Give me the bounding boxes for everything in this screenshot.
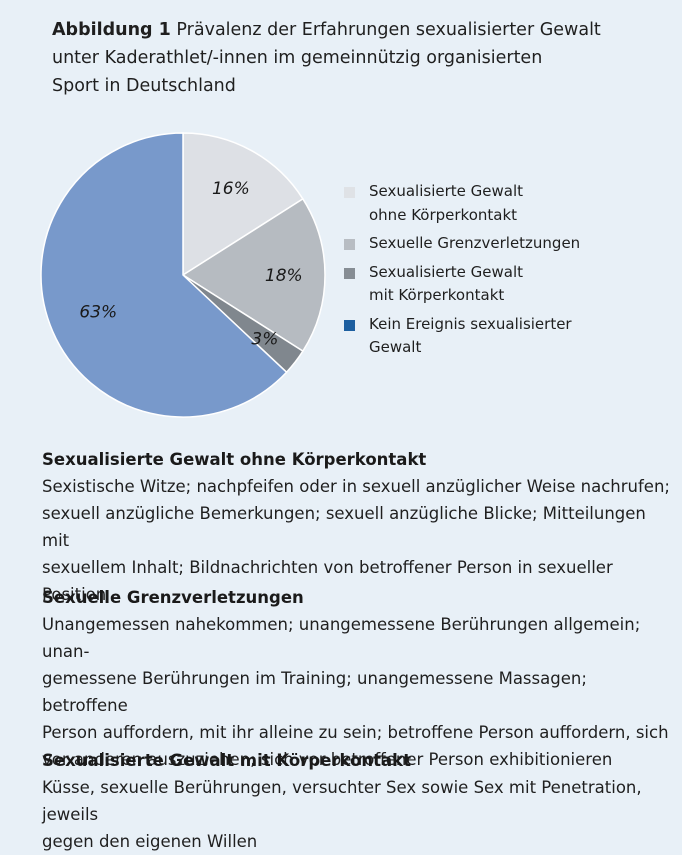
section-text: Sexistische Witze; nachpfeifen oder in s… [42, 473, 672, 608]
pie-slice-label: 16% [212, 179, 250, 199]
text-line: Küsse, sexuelle Berührungen, versuchter … [42, 778, 642, 824]
section-text: Küsse, sexuelle Berührungen, versuchter … [42, 774, 672, 855]
section-text: Unangemessen nahekommen; unangemessene B… [42, 611, 672, 773]
text-line: Sexistische Witze; nachpfeifen oder in s… [42, 477, 670, 496]
pie-slice [182, 132, 304, 277]
legend-label: Sexuelle Grenzverletzungen [369, 232, 594, 256]
pie-slice-label: 63% [79, 303, 117, 323]
section-grenzverletzungen: Sexuelle Grenzverletzungen Unangemessen … [42, 585, 672, 773]
figure-label: Abbildung 1 [52, 20, 171, 40]
figure-title: Abbildung 1 Prävalenz der Erfahrungen se… [52, 16, 612, 100]
legend-item-kein-ereignis: Kein Ereignis sexualisierter Gewalt [344, 313, 664, 360]
legend-label-line-2: ohne Körperkontakt [369, 205, 518, 224]
section-heading: Sexualisierte Gewalt ohne Körperkontakt [42, 450, 427, 469]
legend-item-mit-koerperkontakt: Sexualisierte Gewalt mit Körperkontakt [344, 261, 664, 308]
legend-label-line-2: Gewalt [369, 338, 422, 356]
legend-swatch [344, 319, 355, 331]
text-line: Person auffordern, mit ihr alleine zu se… [42, 723, 669, 742]
legend-label-line-1: Sexuelle Grenzverletzungen [369, 234, 581, 252]
section-heading: Sexuelle Grenzverletzungen [42, 588, 304, 607]
legend-label-line-1: Sexualisierte Gewalt [369, 262, 524, 281]
figure-title-line-3: Sport in Deutschland [52, 76, 236, 96]
figure-title-line-1: Prävalenz der Erfahrungen sexualisierter… [176, 20, 601, 40]
legend-swatch [344, 267, 355, 279]
text-line: gemessene Berührungen im Training; unang… [42, 669, 587, 715]
legend-label: Sexualisierte Gewalt mit Körperkontakt [369, 261, 594, 308]
text-line: gegen den eigenen Willen [42, 832, 258, 851]
legend-label-line-1: Kein Ereignis sexualisierter [369, 314, 572, 333]
text-line: sexuellem Inhalt; Bildnachrichten von be… [42, 558, 613, 604]
legend-swatch [344, 187, 355, 198]
text-line: vor anderen auszuziehen; sich vor betrof… [42, 750, 613, 769]
pie-slice [181, 197, 326, 353]
pie-chart: 16% 18% 3% 63% [40, 132, 326, 418]
text-line: sexuell anzügliche Bemerkungen; sexuell … [42, 504, 646, 550]
legend-item-grenzverletzungen: Sexuelle Grenzverletzungen [344, 232, 664, 256]
pie-slice-label: 3% [251, 330, 278, 350]
section-mit-koerperkontakt: Sexualisierte Gewalt mit Körperkontakt K… [42, 748, 672, 855]
legend-label-line-1: Sexualisierte Gewalt [369, 182, 524, 200]
section-ohne-koerperkontakt: Sexualisierte Gewalt ohne Körperkontakt … [42, 447, 672, 608]
legend-label-line-2: mit Körperkontakt [369, 286, 505, 304]
legend-swatch [344, 239, 355, 250]
section-heading: Sexualisierte Gewalt mit Körperkontakt [42, 751, 412, 770]
legend-label: Sexualisierte Gewalt ohne Körperkontakt [369, 180, 594, 227]
legend-label: Kein Ereignis sexualisierter Gewalt [369, 313, 594, 360]
legend-item-ohne-koerperkontakt: Sexualisierte Gewalt ohne Körperkontakt [344, 180, 664, 227]
figure-title-line-2: unter Kaderathlet/-innen im gemeinnützig… [52, 48, 543, 68]
pie-slice-label: 18% [265, 266, 303, 286]
text-line: Unangemessen nahekommen; unangemessene B… [42, 615, 641, 661]
pie-slice [40, 132, 288, 418]
chart-legend: Sexualisierte Gewalt ohne Körperkontakt … [344, 180, 664, 365]
